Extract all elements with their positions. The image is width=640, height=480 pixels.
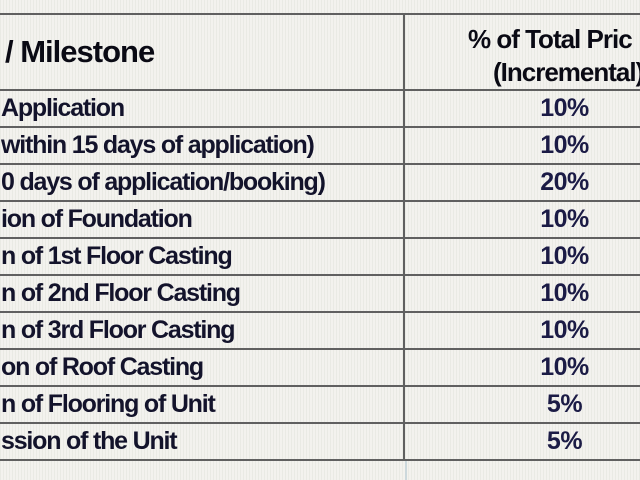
payment-schedule-table: / Milestone % of Total Pric (Incremental… [0,13,640,461]
price-header-line1: % of Total Pric [468,24,633,54]
milestone-label: 0 days of application/booking) [1,168,326,196]
table-row: within 15 days of application) 10% [0,128,640,165]
table-row: n of 2nd Floor Casting 10% [0,276,640,313]
percent-value: 10% [540,94,589,122]
percent-value: 5% [546,390,583,418]
milestone-label: within 15 days of application) [1,131,315,159]
price-header-line2: (Incremental) [493,57,640,87]
table-row: ion of Foundation 10% [0,202,640,239]
milestone-label: n of Flooring of Unit [1,390,216,418]
percent-value: 5% [546,427,583,455]
percent-value: 10% [540,279,589,307]
percent-value: 10% [540,131,589,159]
percent-value: 10% [540,316,589,344]
milestone-header-label: / Milestone [5,34,155,69]
table-row: n of 3rd Floor Casting 10% [0,313,640,350]
table-row: n of Flooring of Unit 5% [0,387,640,424]
table-row: ssion of the Unit 5% [0,424,640,459]
milestone-label: n of 1st Floor Casting [1,242,233,270]
table-row: on of Roof Casting 10% [0,350,640,387]
milestone-label: n of 2nd Floor Casting [1,279,241,307]
milestone-label: n of 3rd Floor Casting [1,316,236,344]
table-header-row: / Milestone % of Total Pric (Incremental… [0,15,640,91]
milestone-label: on of Roof Casting [1,353,204,381]
milestone-label: Application [1,94,125,122]
milestone-label: ion of Foundation [1,205,193,233]
table-row: Application 10% [0,91,640,128]
percent-value: 20% [540,168,589,196]
percent-value: 10% [540,353,589,381]
table-row: n of 1st Floor Casting 10% [0,239,640,276]
milestone-header-cell: / Milestone [0,15,405,89]
gridline-ghost [405,461,407,480]
price-header-cell: % of Total Pric (Incremental) [405,15,640,89]
percent-value: 10% [540,242,589,270]
milestone-label: ssion of the Unit [1,427,178,455]
table-row: 0 days of application/booking) 20% [0,165,640,202]
percent-value: 10% [540,205,589,233]
